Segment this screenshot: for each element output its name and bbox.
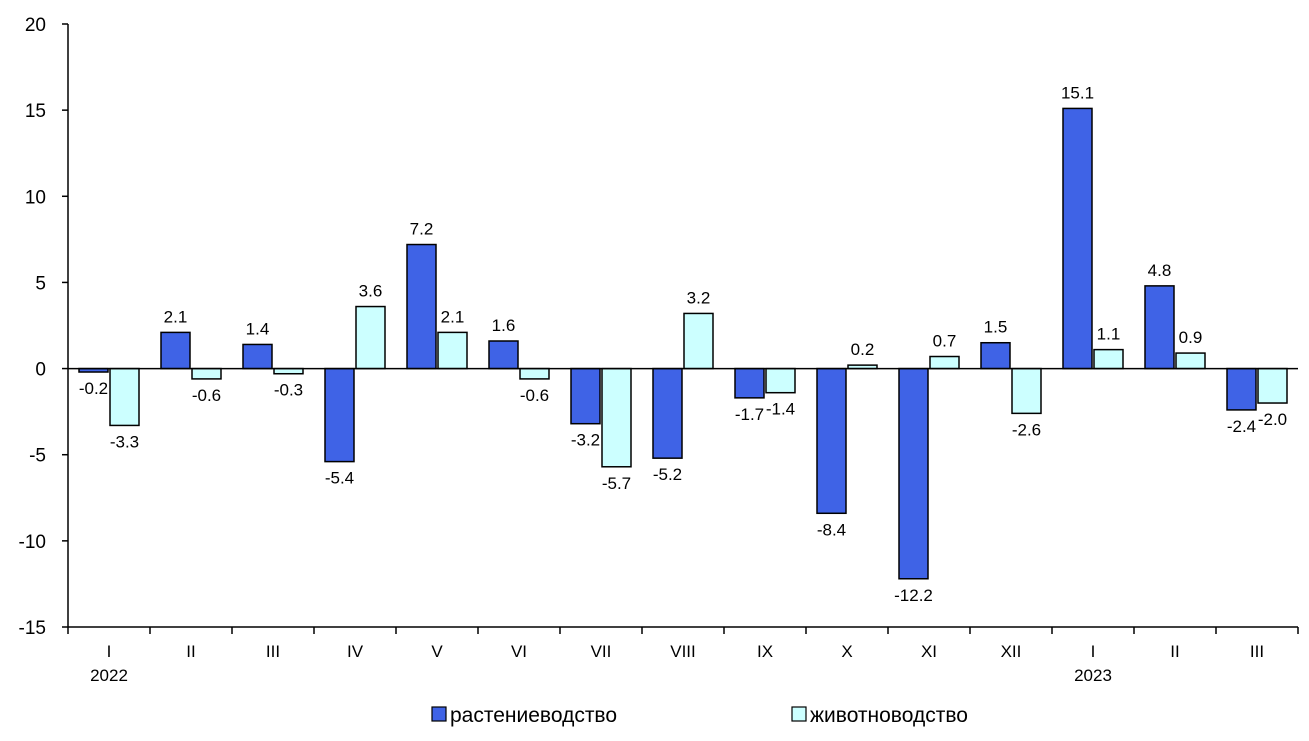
data-label-crop-6: 1.6 [492,316,516,335]
bar-crop-9 [734,367,765,399]
data-label-crop-15: -2.4 [1227,417,1256,436]
y-tick-label: 0 [35,360,46,381]
data-label-livestock-4: 3.6 [359,282,383,301]
data-label-livestock-9: -1.4 [766,400,795,419]
data-label-crop-11: -12.2 [894,586,933,605]
data-label-livestock-5: 2.1 [441,307,465,326]
x-tick-label: V [431,642,443,661]
bar-crop-2 [160,331,191,370]
legend-swatch-crop [431,706,447,722]
data-label-crop-2: 2.1 [164,307,188,326]
bar-crop-13 [1062,107,1093,370]
bar-livestock-12 [1011,367,1042,415]
data-label-crop-1: -0.2 [79,379,108,398]
data-label-livestock-11: 0.7 [933,332,957,351]
bar-livestock-4 [355,305,386,370]
data-label-livestock-1: -3.3 [110,432,139,451]
bar-crop-10 [816,367,847,515]
bar-crop-4 [324,367,355,463]
x-tick-label: VIII [670,642,696,661]
bar-crop-15 [1226,367,1257,411]
data-labels-layer: -0.2 2.1 1.4 -5.4 7.2 1.6 -3.2 -5.2 -1.7 -8.4 -12.… [79,83,1287,604]
data-label-livestock-10: 0.2 [851,340,875,359]
data-label-crop-4: -5.4 [325,469,354,488]
bar-crop-5 [406,243,437,370]
bar-livestock-1 [109,367,140,427]
y-tick-label: -15 [19,618,46,639]
bar-livestock-8 [683,312,714,370]
x-tick-label: I [1091,642,1096,661]
x-tick-label: VII [591,642,612,661]
bar-crop-8 [652,367,683,459]
bar-livestock-3 [273,367,304,375]
x-tick-label: II [186,642,195,661]
y-tick-label: 5 [35,273,46,294]
data-label-livestock-13: 1.1 [1097,325,1121,344]
x-tick-label: III [266,642,280,661]
data-label-crop-10: -8.4 [817,520,846,539]
data-label-crop-13: 15.1 [1061,83,1094,102]
x-tick-label: X [841,642,852,661]
data-label-crop-14: 4.8 [1148,261,1172,280]
y-tick-label: 10 [25,187,46,208]
bar-crop-7 [570,367,601,425]
bar-livestock-11 [929,355,960,370]
x-tick-label: III [1250,642,1264,661]
bar-livestock-7 [601,367,632,468]
bar-livestock-2 [191,367,222,380]
data-label-crop-5: 7.2 [410,220,434,239]
data-label-livestock-2: -0.6 [192,386,221,405]
y-tick-label: 15 [25,101,46,122]
y-tick-label: 20 [25,15,46,36]
bar-livestock-15 [1257,367,1288,404]
data-label-crop-9: -1.7 [735,405,764,424]
bars-layer [78,107,1288,580]
bar-livestock-14 [1175,352,1206,370]
y-tick-label: -10 [19,532,46,553]
x-tick-label: VI [511,642,527,661]
x-tick-label: IV [347,642,364,661]
bar-livestock-9 [765,367,796,394]
legend-label-livestock: животноводство [810,704,968,727]
data-label-livestock-14: 0.9 [1179,328,1203,347]
bar-crop-3 [242,343,273,370]
legend-swatch-livestock [791,706,807,722]
data-label-livestock-8: 3.2 [687,288,711,307]
bar-crop-11 [898,367,929,580]
year-label: 2023 [1074,666,1112,685]
bar-livestock-13 [1093,348,1124,370]
data-label-livestock-3: -0.3 [274,381,303,400]
data-label-crop-7: -3.2 [571,431,600,450]
data-label-crop-8: -5.2 [653,465,682,484]
bar-livestock-6 [519,367,550,380]
legend: растениеводство животноводство [431,704,968,727]
x-tick-label: XI [921,642,937,661]
x-tick-label: XII [1001,642,1022,661]
x-tick-label: IX [757,642,773,661]
y-tick-label: -5 [29,446,46,467]
data-label-livestock-12: -2.6 [1012,420,1041,439]
x-tick-label: I [107,642,112,661]
data-label-crop-12: 1.5 [984,318,1008,337]
x-tick-label: II [1170,642,1179,661]
bar-crop-6 [488,340,519,370]
data-label-livestock-6: -0.6 [520,386,549,405]
bar-crop-12 [980,341,1011,370]
year-label: 2022 [90,666,128,685]
bar-livestock-5 [437,331,468,370]
bar-crop-14 [1144,285,1175,370]
data-label-crop-3: 1.4 [246,319,270,338]
legend-label-crop: растениеводство [450,704,617,727]
data-label-livestock-7: -5.7 [602,474,631,493]
data-label-livestock-15: -2.0 [1258,410,1287,429]
